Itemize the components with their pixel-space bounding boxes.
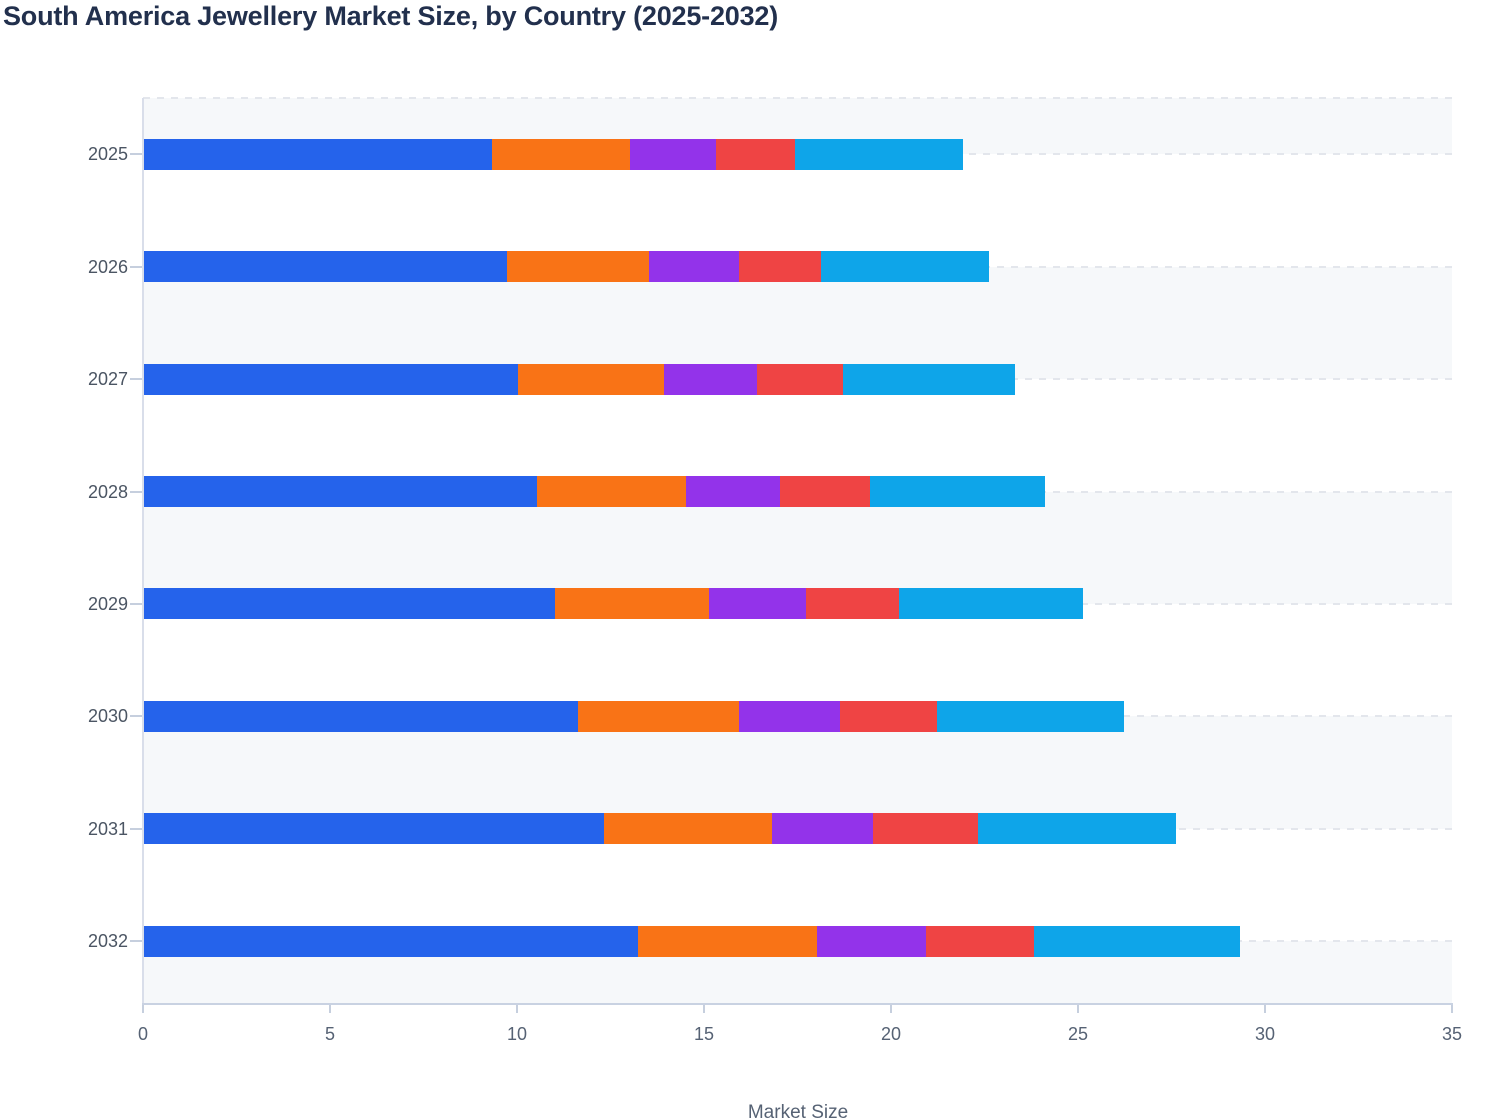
bar-segment-2026-segment-4-red[interactable] xyxy=(738,251,821,283)
bar-segment-2028-segment-3-purple[interactable] xyxy=(686,476,780,507)
bar-segment-2027-segment-4-red[interactable] xyxy=(757,363,844,395)
bar-segment-2030-segment-1-blue[interactable] xyxy=(144,700,578,732)
bar-segment-2030-segment-2-orange[interactable] xyxy=(577,700,739,732)
x-axis-label: 15 xyxy=(693,1024,715,1044)
dashed-gridline xyxy=(143,97,1452,99)
x-axis-label: 35 xyxy=(1441,1024,1463,1044)
y-tick-mark xyxy=(130,490,143,493)
y-axis-label: 2027 xyxy=(87,369,128,390)
x-axis-label: 30 xyxy=(1254,1024,1276,1044)
bar-segment-2032-segment-1-blue[interactable] xyxy=(144,925,638,957)
bar-segment-2026-segment-5-sky[interactable] xyxy=(820,251,990,283)
bar-segment-2028-segment-2-orange[interactable] xyxy=(536,476,687,507)
bar-row-2030 xyxy=(143,700,1452,732)
bar-segment-2031-segment-4-red[interactable] xyxy=(873,813,979,845)
x-axis-label: 25 xyxy=(1067,1024,1089,1044)
x-tick-mark xyxy=(703,1005,705,1013)
bar-segment-2025-segment-3-purple[interactable] xyxy=(630,138,717,170)
x-tick-mark xyxy=(1264,1005,1266,1013)
y-axis-label: 2026 xyxy=(87,256,128,277)
bar-segment-2025-segment-5-sky[interactable] xyxy=(794,138,964,170)
bar-segment-2027-segment-3-purple[interactable] xyxy=(663,363,758,395)
row-stripe xyxy=(143,154,1452,267)
row-stripe xyxy=(143,266,1452,380)
bar-segment-2026-segment-1-blue[interactable] xyxy=(144,251,507,283)
plot-area xyxy=(143,97,1452,1004)
bar-segment-2027-segment-5-sky[interactable] xyxy=(843,363,1016,395)
x-tick-mark xyxy=(329,1005,331,1013)
y-tick-mark xyxy=(130,940,143,943)
row-stripe xyxy=(143,603,1452,717)
bar-row-2032 xyxy=(143,925,1452,957)
x-tick-mark xyxy=(1077,1005,1079,1013)
bar-segment-2032-segment-5-sky[interactable] xyxy=(1034,925,1240,957)
row-stripe xyxy=(143,379,1452,492)
bar-segment-2032-segment-4-red[interactable] xyxy=(925,925,1035,957)
bar-row-2031 xyxy=(143,813,1452,845)
y-tick-mark xyxy=(130,715,143,718)
bar-segment-2031-segment-5-sky[interactable] xyxy=(978,813,1177,845)
bar-row-2029 xyxy=(143,588,1452,620)
y-tick-mark xyxy=(130,265,143,268)
bar-segment-2031-segment-1-blue[interactable] xyxy=(144,813,605,845)
x-axis-line xyxy=(142,1003,1453,1005)
x-tick-mark xyxy=(1451,1005,1453,1013)
bar-segment-2030-segment-3-purple[interactable] xyxy=(738,700,840,732)
bar-segment-2029-segment-5-sky[interactable] xyxy=(899,588,1083,620)
bar-row-2026 xyxy=(143,251,1452,283)
bar-segment-2026-segment-2-orange[interactable] xyxy=(506,251,649,283)
bar-segment-2027-segment-1-blue[interactable] xyxy=(144,363,518,395)
bar-segment-2032-segment-3-purple[interactable] xyxy=(817,925,926,957)
x-axis-label: 5 xyxy=(324,1024,335,1044)
y-axis-label: 2029 xyxy=(87,593,128,614)
bar-segment-2028-segment-5-sky[interactable] xyxy=(869,476,1046,507)
x-axis-title: Market Size xyxy=(747,1102,849,1120)
bar-segment-2026-segment-3-purple[interactable] xyxy=(648,251,739,283)
bar-segment-2031-segment-2-orange[interactable] xyxy=(604,813,773,845)
row-stripe xyxy=(143,828,1452,942)
bar-segment-2030-segment-5-sky[interactable] xyxy=(936,700,1124,732)
x-axis-label: 10 xyxy=(506,1024,528,1044)
bar-segment-2029-segment-4-red[interactable] xyxy=(805,588,900,620)
bar-segment-2025-segment-2-orange[interactable] xyxy=(491,138,631,170)
bar-segment-2030-segment-4-red[interactable] xyxy=(839,700,937,732)
bar-segment-2028-segment-1-blue[interactable] xyxy=(144,476,537,507)
y-tick-mark xyxy=(130,378,143,381)
bar-segment-2029-segment-1-blue[interactable] xyxy=(144,588,556,620)
x-tick-mark xyxy=(142,1005,144,1013)
y-axis-label: 2031 xyxy=(87,818,128,839)
bar-row-2027 xyxy=(143,363,1452,395)
bar-segment-2032-segment-2-orange[interactable] xyxy=(637,925,818,957)
bar-segment-2031-segment-3-purple[interactable] xyxy=(772,813,874,845)
x-tick-mark xyxy=(516,1005,518,1013)
y-axis-label: 2028 xyxy=(87,481,128,502)
row-stripe xyxy=(143,491,1452,604)
bar-segment-2027-segment-2-orange[interactable] xyxy=(518,363,664,395)
y-tick-mark xyxy=(130,153,143,156)
y-tick-mark xyxy=(130,602,143,605)
x-axis-label: 0 xyxy=(137,1024,148,1044)
y-tick-mark xyxy=(130,827,143,830)
x-axis-label: 20 xyxy=(880,1024,902,1044)
y-axis-label: 2032 xyxy=(87,931,128,952)
bar-segment-2025-segment-4-red[interactable] xyxy=(716,138,795,170)
bar-segment-2029-segment-2-orange[interactable] xyxy=(555,588,709,620)
chart-title: South America Jewellery Market Size, by … xyxy=(3,1,779,31)
bar-segment-2028-segment-4-red[interactable] xyxy=(779,476,870,507)
bar-row-2028 xyxy=(143,476,1452,507)
y-axis-label: 2025 xyxy=(87,144,128,165)
bar-row-2025 xyxy=(143,138,1452,170)
y-axis-label: 2030 xyxy=(87,706,128,727)
row-stripe xyxy=(143,716,1452,829)
y-axis-line xyxy=(142,98,144,1004)
bar-segment-2029-segment-3-purple[interactable] xyxy=(708,588,806,620)
bar-segment-2025-segment-1-blue[interactable] xyxy=(144,138,492,170)
x-tick-mark xyxy=(890,1005,892,1013)
